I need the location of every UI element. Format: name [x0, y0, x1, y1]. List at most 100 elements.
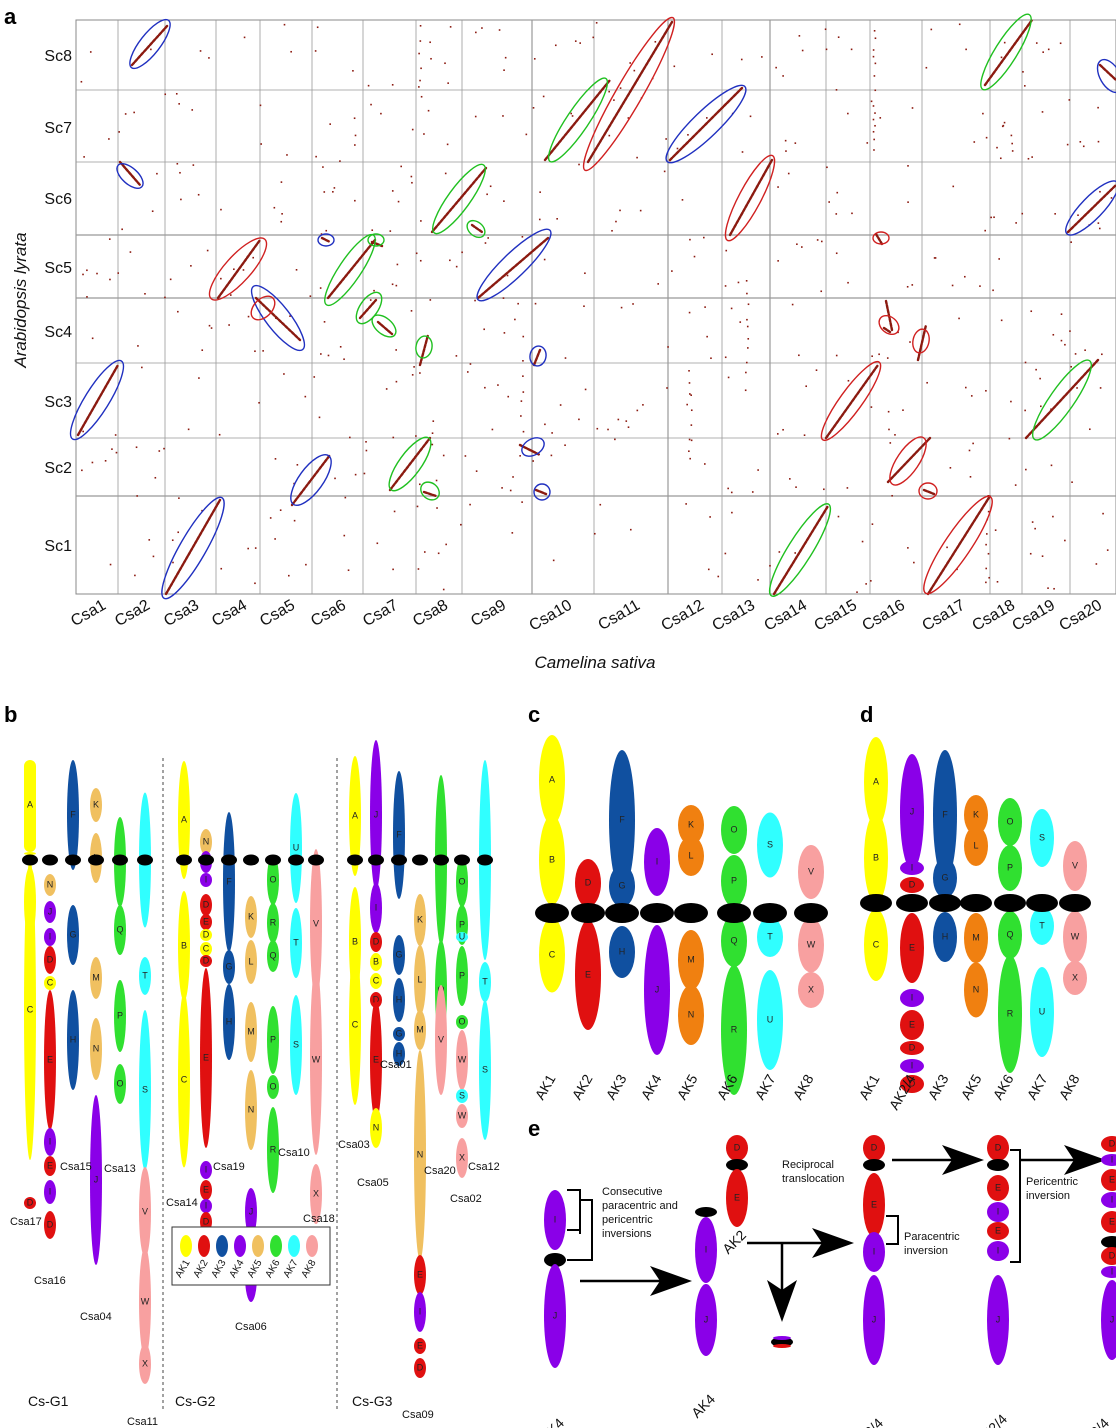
dotplot-x-labels: Csa1 Csa2 Csa3 Csa4 Csa5 Csa6 Csa7 Csa8 Csa9 Csa1…: [68, 597, 1105, 635]
chromosome-segment: [370, 973, 382, 989]
scatter-dot: [141, 366, 143, 369]
scatter-dot: [801, 246, 803, 248]
scatter-dot: [506, 274, 509, 277]
scatter-dot: [744, 389, 747, 392]
chromosome-segment: [864, 737, 888, 827]
synteny-diagonal: [882, 326, 892, 334]
scatter-dot: [777, 260, 779, 262]
synteny-diagonal: [1066, 183, 1116, 234]
scatter-dot: [305, 563, 307, 566]
scatter-dot: [599, 503, 602, 506]
synteny-ellipse: [872, 231, 890, 245]
centromere: [960, 894, 992, 912]
scatter-dot: [431, 443, 434, 446]
scatter-dot: [761, 56, 763, 58]
scatter-dot: [1070, 365, 1072, 368]
synteny-ellipse: [529, 345, 547, 367]
scatter-dot: [447, 82, 449, 84]
scatter-dot: [1077, 214, 1079, 217]
chromosome-segment: [114, 1064, 126, 1104]
segment-label: E: [203, 1052, 209, 1062]
scatter-dot: [304, 395, 307, 398]
scatter-dot: [711, 53, 713, 56]
chromosome-segment: [678, 836, 704, 876]
segment-label: D: [909, 1042, 916, 1052]
scatter-dot: [469, 503, 471, 506]
scatter-dot: [521, 501, 523, 503]
scatter-dot: [1041, 111, 1044, 113]
segment-label: G: [941, 872, 948, 882]
scatter-dot: [109, 278, 111, 281]
scatter-dot: [410, 175, 413, 178]
chromosome-segment: [139, 1344, 151, 1384]
chromosome-name: Csa19: [213, 1161, 245, 1173]
chromosome-segment: [987, 1135, 1009, 1161]
x-chrom-label: Csa11: [595, 597, 643, 634]
scatter-dot: [986, 533, 988, 535]
segment-label: K: [688, 819, 694, 829]
x-chrom-label: Csa20: [1056, 597, 1105, 635]
scatter-dot: [837, 36, 840, 39]
scatter-dot: [709, 516, 711, 518]
scatter-dot: [746, 292, 748, 295]
scatter-dot: [688, 382, 691, 384]
chromosome-segment: [245, 1002, 257, 1062]
chromosome-segment: [987, 1175, 1009, 1201]
segment-label: J: [374, 809, 379, 819]
scatter-dot: [907, 547, 909, 549]
centromere: [137, 854, 153, 866]
scatter-dot: [578, 418, 580, 421]
scatter-dot: [464, 455, 467, 457]
segment-label: A: [352, 810, 358, 820]
scatter-dot: [418, 52, 420, 55]
scatter-dot: [769, 564, 771, 567]
scatter-dot: [191, 109, 194, 111]
scatter-dot: [703, 236, 705, 239]
scatter-dot: [847, 112, 849, 115]
scatter-dot: [353, 117, 356, 120]
chromosome-segment: [90, 1095, 102, 1265]
synteny-diagonal: [388, 436, 432, 492]
synteny-ellipse: [889, 436, 927, 486]
segment-label: E: [909, 1019, 915, 1029]
scatter-dot: [873, 138, 875, 141]
scatter-dot: [522, 430, 525, 433]
synteny-diagonal: [874, 232, 884, 246]
scatter-dot: [1060, 313, 1063, 315]
chromosome-segment: [349, 756, 361, 876]
scatter-dot: [1050, 464, 1053, 467]
chromosome-segment: [1101, 1247, 1116, 1265]
segment-label: E: [995, 1182, 1001, 1192]
scatter-dot: [295, 269, 298, 271]
scatter-dot: [984, 229, 986, 232]
chromosome-segment: [290, 995, 302, 1095]
legend-swatch: [288, 1235, 300, 1257]
synteny-diagonal: [1098, 63, 1116, 82]
scatter-dot: [288, 574, 290, 577]
chromosome-segment: [245, 896, 257, 938]
segment-label: T: [293, 937, 299, 947]
synteny-diagonal: [534, 488, 548, 496]
scatter-dot: [1011, 142, 1013, 145]
centromere: [717, 903, 751, 923]
scatter-dot: [1099, 190, 1101, 193]
synteny-ellipse: [250, 284, 306, 352]
scatter-dot: [483, 328, 485, 331]
scatter-dot: [746, 325, 749, 328]
scatter-dot: [801, 49, 804, 52]
y-chrom-label: Sc5: [44, 260, 72, 277]
y-chrom-label: Sc4: [44, 324, 72, 341]
scatter-dot: [134, 574, 136, 577]
segment-label: T: [142, 970, 148, 980]
centromere: [65, 854, 81, 866]
chromosome-segment: [44, 1211, 56, 1239]
scatter-dot: [444, 62, 446, 65]
centromere: [347, 854, 363, 866]
scatter-dot: [474, 115, 477, 118]
segment-label: H: [396, 994, 403, 1004]
segment-label: E: [417, 1269, 423, 1279]
segment-label: H: [70, 1034, 77, 1044]
scatter-dot: [1042, 51, 1044, 53]
segment-label: M: [972, 932, 980, 942]
